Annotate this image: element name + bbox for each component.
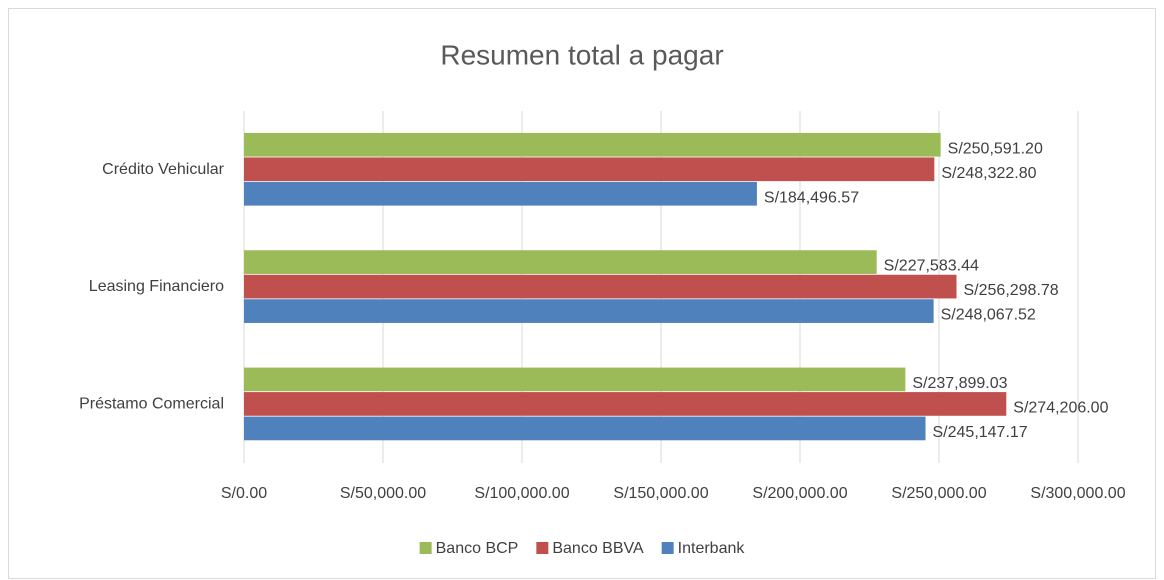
- x-tick-label: S/200,000.00: [752, 485, 847, 502]
- data-label: S/245,147.17: [933, 424, 1028, 441]
- bar: [244, 416, 926, 441]
- y-tick-label: Crédito Vehicular: [102, 161, 225, 178]
- bar: [244, 299, 934, 323]
- legend-swatch: [419, 542, 432, 554]
- bar: [244, 132, 941, 157]
- x-tick-label: S/0.00: [221, 485, 267, 502]
- data-label: S/184,496.57: [764, 189, 859, 206]
- bar: [244, 274, 957, 299]
- bar: [244, 181, 757, 206]
- x-tick-label: S/300,000.00: [1030, 485, 1125, 502]
- legend-swatch: [536, 542, 549, 554]
- data-label: S/237,899.03: [912, 375, 1007, 392]
- bar: [244, 367, 906, 392]
- x-tick-label: S/100,000.00: [474, 485, 569, 502]
- data-label: S/256,298.78: [964, 282, 1059, 299]
- x-tick-label: S/50,000.00: [340, 485, 426, 502]
- x-tick-label: S/150,000.00: [613, 485, 708, 502]
- legend-label: Banco BBVA: [552, 540, 644, 557]
- legend-swatch: [661, 542, 674, 554]
- y-tick-label: Préstamo Comercial: [79, 396, 224, 413]
- data-label: S/227,583.44: [884, 258, 979, 275]
- bar: [244, 250, 877, 274]
- legend-label: Interbank: [678, 540, 746, 557]
- x-tick-label: S/250,000.00: [891, 485, 986, 502]
- chart-title: Resumen total a pagar: [440, 39, 723, 70]
- data-label: S/250,591.20: [948, 140, 1043, 157]
- y-tick-label: Leasing Financiero: [89, 278, 224, 295]
- data-label: S/248,322.80: [941, 165, 1036, 182]
- data-label: S/248,067.52: [941, 307, 1036, 324]
- bar: [244, 392, 1007, 416]
- legend-label: Banco BCP: [436, 540, 519, 557]
- bar: [244, 157, 935, 182]
- data-label: S/274,206.00: [1013, 400, 1108, 417]
